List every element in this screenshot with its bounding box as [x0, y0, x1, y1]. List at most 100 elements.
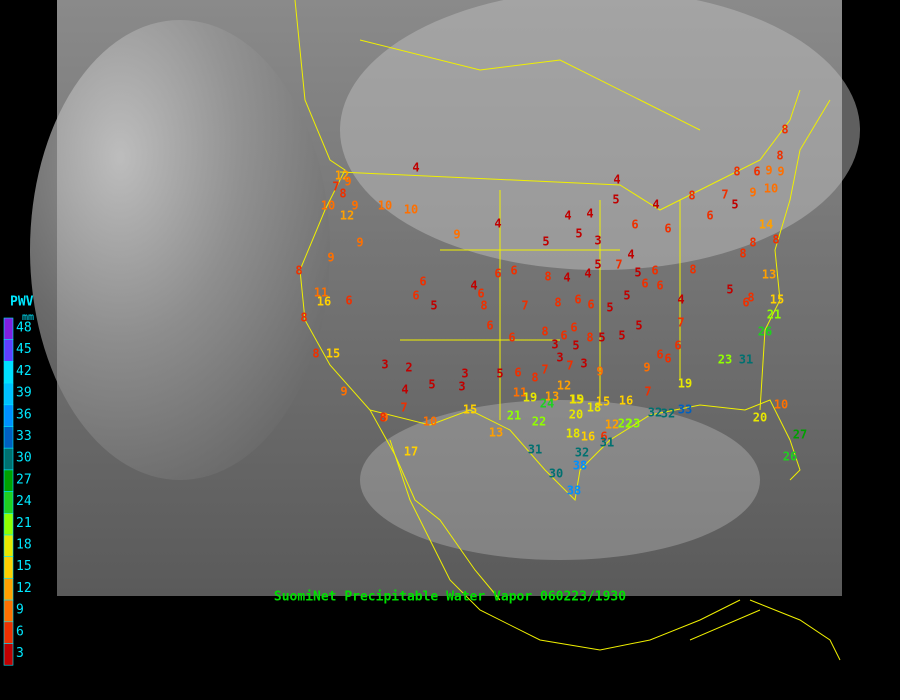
station-value: 7: [332, 180, 339, 194]
station-value: 10: [404, 203, 418, 217]
station-value: 9: [356, 236, 363, 250]
station-value: 8: [688, 189, 695, 203]
station-value: 8: [295, 264, 302, 278]
legend-swatch: [3, 382, 14, 406]
legend-swatch: [3, 578, 14, 601]
legend-swatch: [3, 404, 14, 427]
station-value: 6: [419, 275, 426, 289]
station-value: 6: [345, 294, 352, 308]
legend-swatch: [3, 469, 14, 492]
station-value: 6: [664, 222, 671, 236]
legend-title: PWV: [10, 295, 34, 310]
station-value: 6: [486, 319, 493, 333]
legend-label: 39: [16, 386, 32, 401]
legend-label: 42: [16, 364, 32, 379]
legend-label: 15: [16, 559, 32, 574]
legend-label: 12: [16, 581, 32, 596]
cloud-band: [360, 400, 760, 560]
legend-label: 9: [16, 603, 24, 618]
station-value: 10: [774, 398, 788, 412]
station-value: 9: [344, 175, 351, 189]
station-value: 15: [463, 403, 477, 417]
station-value: 22: [618, 417, 632, 431]
station-value: 7: [541, 363, 548, 377]
legend: 48 45 42 39 36 33 30 27 24 21 18 15 12 9 6 3: [3, 317, 32, 666]
legend-label: 21: [16, 516, 32, 531]
station-value: 6: [560, 329, 567, 343]
station-value: 8: [586, 331, 593, 345]
station-value: 9: [340, 385, 347, 399]
station-value: 6: [412, 289, 419, 303]
station-value: 18: [566, 427, 580, 441]
station-value: 7: [521, 299, 528, 313]
station-value: 31: [600, 436, 614, 450]
station-value: 3: [594, 234, 601, 248]
station-value: 16: [619, 394, 633, 408]
station-value: 4: [494, 217, 501, 231]
station-value: 5: [594, 258, 601, 272]
station-value: 5: [726, 283, 733, 297]
station-value: 32: [648, 406, 662, 420]
station-value: 38: [573, 459, 587, 473]
title: SuomiNet Precipitable Water Vapor 060223…: [274, 590, 626, 605]
station-value: 5: [572, 339, 579, 353]
station-value: 6: [631, 218, 638, 232]
station-value: 22: [532, 415, 546, 429]
station-value: 4: [613, 173, 620, 187]
station-value: 18: [587, 401, 601, 415]
station-value: 5: [430, 299, 437, 313]
station-value: 8: [554, 296, 561, 310]
legend-label: 33: [16, 429, 32, 444]
station-value: 7: [721, 188, 728, 202]
legend-label: 30: [16, 451, 32, 466]
station-value: 21: [767, 308, 781, 322]
station-value: 5: [575, 227, 582, 241]
station-value: 9: [596, 365, 603, 379]
legend-unit: mm: [22, 312, 34, 323]
station-value: 12: [335, 169, 349, 183]
station-value: 24: [540, 397, 554, 411]
legend-swatch: [3, 447, 14, 471]
station-value: 15: [569, 393, 583, 407]
legend-swatch: [3, 361, 14, 384]
station-value: 3: [551, 338, 558, 352]
station-value: 6: [753, 165, 760, 179]
station-value: 7: [615, 258, 622, 272]
legend-label: 18: [16, 538, 32, 553]
station-value: 6: [706, 209, 713, 223]
station-value: 9: [327, 251, 334, 265]
station-value: 7: [677, 316, 684, 330]
station-value: 33: [678, 403, 692, 417]
station-value: 6: [674, 339, 681, 353]
station-value: 3: [461, 367, 468, 381]
station-value: 6: [600, 430, 607, 444]
legend-swatch: [3, 621, 14, 644]
station-value: 4: [652, 198, 659, 212]
station-value: 8: [379, 411, 386, 425]
station-value: 2: [405, 361, 412, 375]
legend-label: 27: [16, 472, 32, 487]
station-value: 4: [586, 207, 593, 221]
station-value: 9: [765, 164, 772, 178]
station-value: 31: [528, 443, 542, 457]
station-value: 30: [549, 467, 563, 481]
station-value: 8: [300, 311, 307, 325]
station-value: 8: [312, 347, 319, 361]
station-value: 8: [541, 325, 548, 339]
station-value: 19: [570, 393, 584, 407]
station-value: 9: [453, 228, 460, 242]
legend-label: 24: [16, 494, 32, 509]
station-value: 14: [759, 218, 773, 232]
legend-swatch: [3, 317, 14, 341]
station-value: 8: [739, 247, 746, 261]
station-value: 6: [514, 366, 521, 380]
station-value: 15: [326, 347, 340, 361]
station-value: 8: [772, 233, 779, 247]
station-value: 7: [644, 385, 651, 399]
station-value: 13: [545, 390, 559, 404]
station-value: 6: [651, 264, 658, 278]
station-value: 9: [749, 186, 756, 200]
station-value: 5: [606, 301, 613, 315]
